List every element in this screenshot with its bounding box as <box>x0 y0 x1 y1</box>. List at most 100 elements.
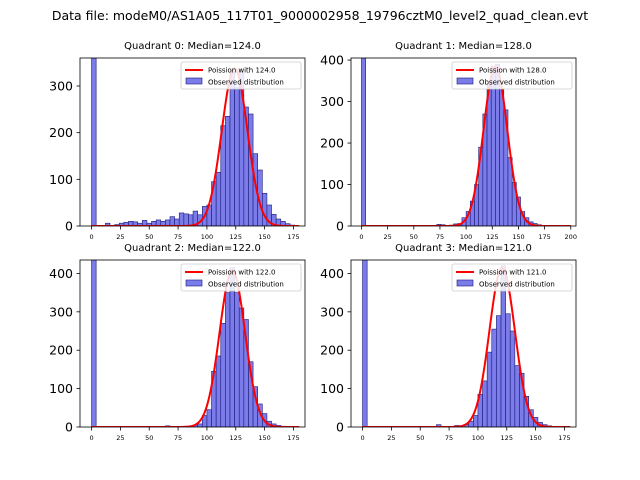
legend-observed-label: Observed distribution <box>208 281 284 289</box>
axes-frame <box>79 259 306 428</box>
x-tick-label: 175 <box>558 434 570 442</box>
x-tick-label: 125 <box>501 434 513 442</box>
histogram-bar <box>490 65 496 226</box>
x-tick-label: 100 <box>472 434 484 442</box>
x-tick-label: 100 <box>201 233 213 241</box>
x-tick-label: 25 <box>116 233 124 241</box>
poisson-fit-line <box>91 269 300 427</box>
legend-bar-swatch <box>185 279 203 287</box>
x-tick-label: 0 <box>360 434 364 442</box>
x-tick-label: 175 <box>287 233 299 241</box>
x-tick-label: 75 <box>174 434 182 442</box>
y-tick-label: 100 <box>49 172 73 187</box>
quadrant-1-panel: Quadrant 1: Median=128.0 0 25 50 75 100 125 150… <box>320 41 577 241</box>
x-tick-label: 75 <box>436 233 444 241</box>
histogram-bar <box>178 212 185 226</box>
quadrant-3-legend: Poission with 121.0 Observed distribution <box>451 263 573 292</box>
histogram-bar <box>234 292 240 427</box>
legend-observed-label: Observed distribution <box>208 79 284 87</box>
legend-bar-swatch <box>456 77 474 85</box>
x-tick-label: 25 <box>116 434 124 442</box>
y-tick-label: 0 <box>65 219 73 234</box>
quadrant-3-panel: Quadrant 3: Median=121.0 0 25 50 75 100 125 150… <box>320 243 577 442</box>
poisson-fit-line <box>361 65 571 226</box>
x-tick-label: 50 <box>145 233 153 241</box>
legend-poisson-label: Poission with 124.0 <box>208 67 276 75</box>
y-tick-label: 400 <box>320 266 344 281</box>
x-tick-label: 175 <box>538 233 550 241</box>
x-tick-label: 0 <box>89 233 93 241</box>
histogram-bar <box>362 260 368 427</box>
histogram-bar <box>225 292 231 427</box>
y-tick-label: 100 <box>320 177 344 192</box>
histogram-bar <box>91 260 97 427</box>
y-tick-label: 0 <box>336 219 344 234</box>
histogram-bar <box>238 307 245 427</box>
quadrant-0-panel: Quadrant 0: Median=124.0 0 25 50 75 100 125 150… <box>49 41 306 241</box>
histogram-bar <box>505 313 511 427</box>
histogram-bar <box>514 365 520 427</box>
legend-poisson-label: Poission with 128.0 <box>479 67 547 75</box>
histogram-bar <box>225 116 231 226</box>
x-tick-label: 150 <box>529 434 541 442</box>
y-tick-label: 400 <box>49 266 73 281</box>
x-tick-label: 0 <box>89 434 93 442</box>
histogram-bar <box>229 71 235 226</box>
y-tick-label: 200 <box>49 125 73 140</box>
quadrant-3-title: Quadrant 3: Median=121.0 <box>395 243 532 254</box>
y-tick-label: 200 <box>320 343 344 358</box>
histogram-bar <box>91 58 97 226</box>
x-tick-label: 125 <box>230 434 242 442</box>
x-tick-label: 25 <box>383 233 391 241</box>
histogram-bar <box>509 330 516 427</box>
histogram-bar <box>482 380 488 427</box>
histogram-bar <box>486 351 493 427</box>
x-tick-label: 150 <box>512 233 524 241</box>
histogram-bar <box>215 172 222 226</box>
histogram-bar <box>183 213 189 226</box>
quadrant-2-title: Quadrant 2: Median=122.0 <box>124 243 261 254</box>
x-tick-label: 50 <box>410 233 418 241</box>
x-tick-label: 200 <box>565 233 577 241</box>
x-tick-label: 50 <box>416 434 424 442</box>
histogram-bar <box>206 409 212 427</box>
x-tick-label: 0 <box>359 233 363 241</box>
x-tick-label: 100 <box>460 233 472 241</box>
legend-observed-label: Observed distribution <box>479 281 555 289</box>
x-tick-label: 125 <box>230 233 242 241</box>
panels: Quadrant 0: Median=124.0 0 25 50 75 100 125 150… <box>49 41 577 442</box>
quadrant-0-legend: Poission with 124.0 Observed distribution <box>180 61 302 90</box>
axes-frame <box>79 57 306 227</box>
legend-poisson-label: Poission with 121.0 <box>479 269 547 277</box>
legend-poisson-label: Poission with 122.0 <box>208 269 276 277</box>
x-tick-label: 75 <box>445 434 453 442</box>
legend-box <box>180 263 302 292</box>
x-tick-label: 100 <box>201 434 213 442</box>
axes-frame <box>350 57 577 227</box>
y-tick-label: 200 <box>49 343 73 358</box>
x-tick-label: 50 <box>145 434 153 442</box>
y-tick-label: 400 <box>320 53 344 68</box>
histogram-bar <box>174 218 180 226</box>
y-tick-label: 300 <box>320 94 344 109</box>
quadrant-2-legend: Poission with 122.0 Observed distribution <box>180 263 302 292</box>
histogram-bar <box>262 193 268 226</box>
x-tick-label: 150 <box>258 233 270 241</box>
legend-bar-swatch <box>456 279 474 287</box>
y-tick-label: 100 <box>320 381 344 396</box>
legend-observed-label: Observed distribution <box>479 79 555 87</box>
legend-bar-swatch <box>185 77 203 85</box>
quadrant-2-panel: Quadrant 2: Median=122.0 0 25 50 75 100 125 150… <box>49 243 306 442</box>
histogram-bar <box>169 216 175 226</box>
histogram-bar <box>436 424 442 427</box>
x-tick-label: 150 <box>258 434 270 442</box>
histogram-bar <box>229 267 235 427</box>
figure-title: Data file: modeM0/AS1A05_117T01_90000029… <box>52 8 588 23</box>
legend-box <box>451 263 573 292</box>
axes-frame <box>350 259 577 428</box>
histogram-bar <box>499 88 505 226</box>
y-tick-label: 200 <box>320 136 344 151</box>
y-tick-label: 300 <box>320 304 344 319</box>
x-tick-label: 125 <box>486 233 498 241</box>
